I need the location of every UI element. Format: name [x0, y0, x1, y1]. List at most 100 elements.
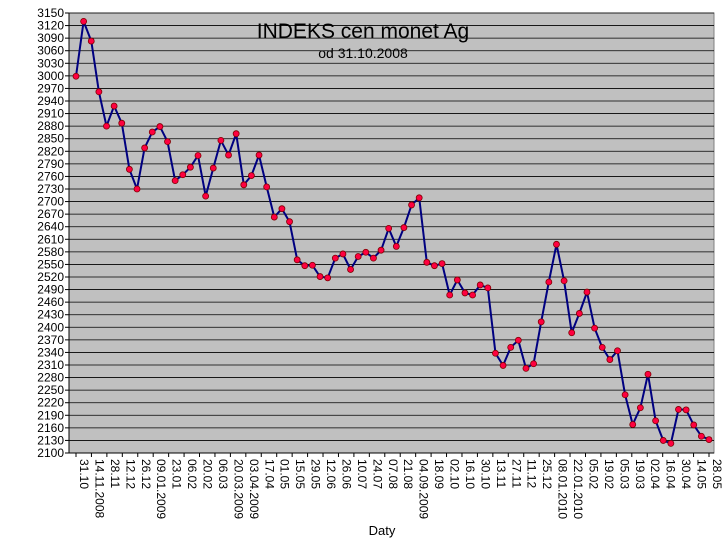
- data-point: [667, 439, 675, 447]
- data-point: [682, 406, 690, 414]
- data-point: [324, 274, 332, 282]
- y-tick-label: 2370: [37, 333, 64, 347]
- x-tick-label: 17.04: [262, 459, 276, 489]
- y-tick-label: 2580: [37, 245, 64, 259]
- y-tick-label: 3120: [37, 19, 64, 33]
- data-point: [72, 72, 80, 80]
- y-tick-label: 2760: [37, 169, 64, 183]
- x-tick-label: 18.09: [432, 459, 446, 489]
- data-point: [118, 119, 126, 127]
- data-point: [87, 37, 95, 45]
- data-point: [301, 262, 309, 270]
- data-point: [392, 243, 400, 250]
- y-tick-label: 3090: [37, 31, 64, 45]
- y-tick-label: 2820: [37, 144, 64, 158]
- data-point: [278, 205, 286, 213]
- y-tick-label: 2700: [37, 195, 64, 209]
- data-point: [415, 194, 423, 202]
- data-point: [316, 273, 324, 280]
- y-tick-label: 2490: [37, 283, 64, 297]
- data-point: [240, 181, 248, 189]
- data-point: [293, 256, 301, 264]
- data-point: [461, 289, 469, 297]
- y-tick-label: 3030: [37, 56, 64, 70]
- x-tick-label: 13.11: [494, 459, 508, 488]
- data-point: [621, 391, 629, 399]
- data-point: [347, 266, 354, 273]
- data-point: [629, 421, 637, 428]
- y-tick-label: 2100: [37, 446, 64, 460]
- data-point: [522, 364, 530, 372]
- y-tick-label: 2550: [37, 257, 64, 271]
- data-point: [186, 163, 194, 171]
- y-tick-label: 2460: [37, 295, 64, 309]
- chart-subtitle: od 31.10.2008: [318, 45, 408, 61]
- x-tick-label: 15.05: [293, 459, 307, 489]
- y-tick-label: 2970: [37, 81, 64, 95]
- x-axis-label: Daty: [369, 523, 396, 538]
- y-tick-label: 2610: [37, 232, 64, 246]
- data-point: [255, 151, 263, 159]
- data-point: [339, 250, 347, 258]
- x-tick-label: 21.08: [401, 459, 415, 489]
- y-tick-label: 2880: [37, 119, 64, 133]
- data-point: [209, 164, 217, 172]
- data-point: [95, 88, 103, 96]
- x-tick-label: 22.01.2010: [571, 459, 585, 519]
- x-tick-label: 30.10: [478, 459, 492, 489]
- data-point: [179, 171, 187, 179]
- x-tick-label: 02.10: [448, 459, 462, 489]
- x-tick-label: 16.04: [664, 459, 678, 489]
- x-tick-label: 12.12: [123, 459, 137, 489]
- data-point: [171, 177, 179, 185]
- y-tick-label: 2520: [37, 270, 64, 284]
- data-point: [248, 172, 255, 179]
- data-point: [133, 185, 141, 193]
- data-point: [286, 218, 293, 226]
- x-tick-label: 25.12: [540, 459, 554, 489]
- y-tick-label: 2730: [37, 182, 64, 196]
- data-point: [141, 144, 149, 152]
- x-tick-label: 23.01: [170, 459, 184, 489]
- data-point: [110, 102, 118, 110]
- y-tick-label: 2220: [37, 396, 64, 410]
- data-point: [194, 152, 202, 159]
- data-point: [202, 192, 210, 200]
- data-point: [690, 421, 698, 429]
- x-tick-label: 06.02: [185, 459, 199, 489]
- data-point: [675, 406, 682, 413]
- data-point: [705, 436, 713, 443]
- data-point: [614, 347, 621, 355]
- x-tick-label: 05.03: [617, 459, 631, 489]
- data-point: [598, 343, 606, 351]
- x-tick-label: 19.02: [602, 459, 616, 489]
- y-tick-label: 2670: [37, 207, 64, 221]
- data-point: [553, 240, 560, 248]
- data-point: [148, 128, 156, 136]
- data-point: [530, 360, 537, 368]
- x-tick-label: 12.06: [324, 459, 338, 489]
- data-point: [225, 151, 232, 159]
- y-tick-label: 2160: [37, 421, 64, 435]
- data-point: [354, 253, 362, 260]
- data-point: [652, 417, 660, 425]
- data-point: [446, 291, 454, 299]
- data-point: [568, 329, 576, 337]
- x-tick-label: 14.05: [695, 459, 709, 489]
- y-tick-label: 2310: [37, 358, 64, 372]
- data-point: [309, 261, 316, 269]
- data-point: [644, 370, 652, 378]
- x-tick-label: 20.03.2009: [231, 459, 245, 519]
- data-point: [575, 310, 583, 317]
- y-tick-label: 2340: [37, 345, 64, 359]
- data-point: [431, 262, 438, 270]
- x-tick-label: 01.05: [278, 459, 292, 489]
- x-tick-label: 29.05: [309, 459, 323, 489]
- data-point: [331, 254, 339, 262]
- x-tick-label: 03.04.2009: [247, 459, 261, 519]
- x-tick-label: 28.05: [710, 459, 723, 489]
- x-tick-label: 05.02: [586, 459, 600, 489]
- data-point: [270, 213, 278, 221]
- y-tick-label: 2280: [37, 371, 64, 385]
